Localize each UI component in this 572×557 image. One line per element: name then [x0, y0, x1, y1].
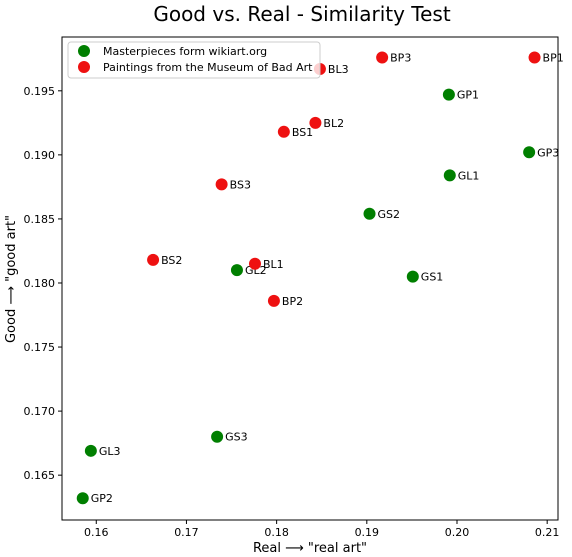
x-tick-label: 0.20 — [445, 526, 470, 539]
y-tick-label: 0.185 — [24, 213, 56, 226]
data-point-bl1 — [248, 257, 261, 270]
y-axis-label: Good ⟶ "good art" — [4, 215, 19, 343]
point-label: GS1 — [421, 271, 444, 284]
point-label: BS1 — [292, 126, 313, 139]
plot-area: GP1GP3GL1GS2GS1GL2GS3GL3GP2BP1BP3BL3BL2B… — [76, 51, 564, 505]
point-label: BL2 — [323, 117, 344, 130]
x-axis-label: Real ⟶ "real art" — [253, 541, 367, 556]
data-point-gl2 — [230, 264, 243, 277]
point-label: BS2 — [161, 254, 182, 267]
data-point-gs2 — [363, 207, 376, 220]
x-tick-label: 0.16 — [84, 526, 109, 539]
point-label: BP1 — [543, 51, 564, 64]
y-tick-label: 0.195 — [24, 85, 56, 98]
point-label: BL1 — [263, 258, 284, 271]
point-label: BP2 — [282, 295, 303, 308]
data-point-bp3 — [376, 51, 389, 64]
point-label: BL3 — [328, 63, 349, 76]
data-point-bs1 — [277, 125, 290, 138]
y-tick-label: 0.165 — [24, 469, 56, 482]
point-label: GL3 — [99, 445, 121, 458]
data-point-bp1 — [528, 51, 541, 64]
legend-marker — [78, 45, 90, 57]
point-label: GS2 — [378, 208, 401, 221]
data-point-gs3 — [211, 430, 224, 443]
point-label: BP3 — [390, 51, 411, 64]
legend: Masterpieces form wikiart.org Paintings f… — [67, 41, 321, 79]
plot-frame — [61, 36, 559, 521]
data-point-bs3 — [215, 178, 228, 191]
data-point-bs2 — [147, 253, 160, 266]
data-point-gl3 — [84, 444, 97, 457]
data-point-gp3 — [523, 146, 536, 159]
y-tick-label: 0.180 — [24, 277, 56, 290]
legend-entry: Paintings from the Museum of Bad Art — [103, 61, 313, 74]
point-label: GP3 — [537, 146, 559, 159]
data-point-bl2 — [309, 116, 322, 129]
data-point-bp2 — [267, 294, 280, 307]
legend-entry: Masterpieces form wikiart.org — [103, 45, 267, 58]
x-tick-label: 0.17 — [174, 526, 199, 539]
data-point-gp2 — [76, 492, 89, 505]
point-label: BS3 — [230, 178, 251, 191]
data-point-gp1 — [442, 88, 455, 101]
x-tick-label: 0.19 — [355, 526, 380, 539]
data-point-gl1 — [443, 169, 456, 182]
y-tick-label: 0.170 — [24, 405, 56, 418]
chart-title: Good vs. Real - Similarity Test — [153, 2, 451, 26]
point-label: GP1 — [457, 89, 479, 102]
point-label: GP2 — [91, 492, 113, 505]
point-label: GS3 — [225, 431, 248, 444]
legend-marker — [78, 61, 90, 73]
y-tick-label: 0.190 — [24, 149, 56, 162]
x-tick-label: 0.21 — [535, 526, 560, 539]
y-tick-label: 0.175 — [24, 341, 56, 354]
point-label: GL1 — [458, 169, 480, 182]
data-point-gs1 — [406, 270, 419, 283]
x-tick-label: 0.18 — [264, 526, 289, 539]
legend-box — [67, 41, 321, 79]
